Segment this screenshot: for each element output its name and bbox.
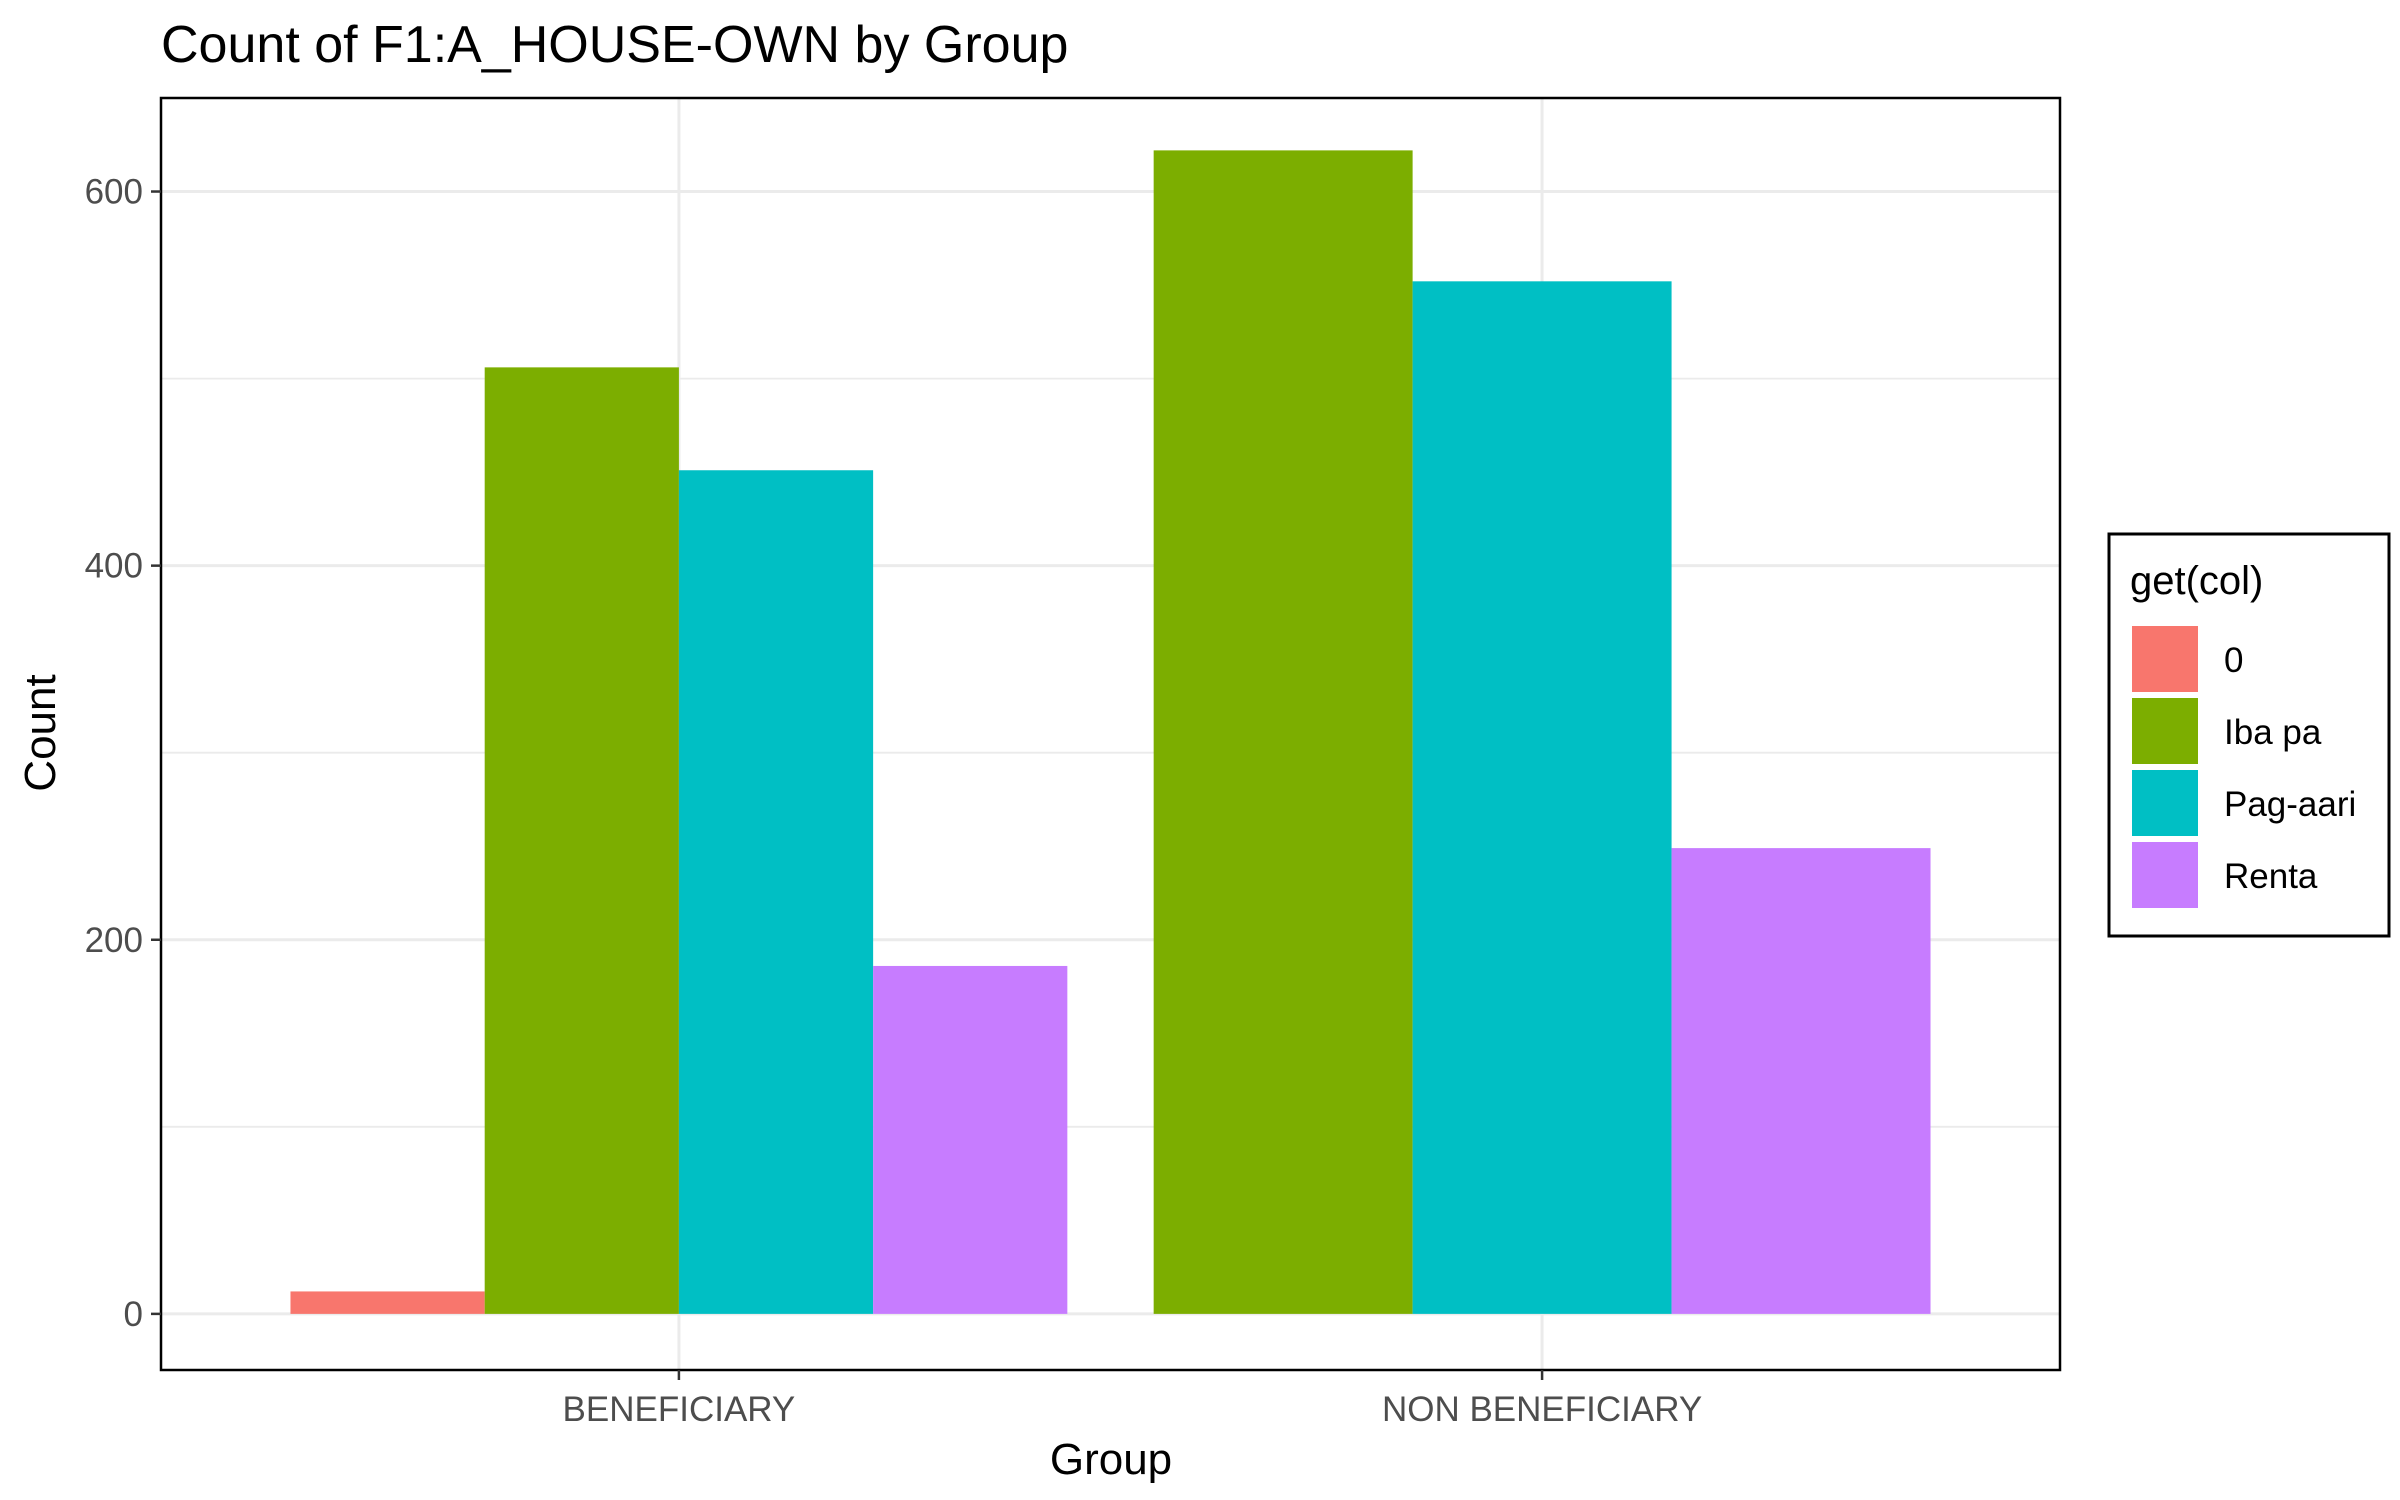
panel-border: [159, 96, 2062, 1372]
y-tick-label: 400: [85, 547, 143, 586]
legend-title: get(col): [2130, 559, 2263, 603]
y-tick-label: 200: [85, 921, 143, 960]
bar-non-beneficiary-pag-aari: [1412, 281, 1672, 1314]
legend-key-renta: [2132, 842, 2198, 908]
legend-key-pag-aari: [2132, 770, 2198, 836]
bar-beneficiary-iba-pa: [484, 367, 679, 1314]
bar-beneficiary-pag-aari: [678, 470, 874, 1314]
legend-label: 0: [2224, 641, 2243, 680]
plot-panel: [159, 96, 2062, 1372]
legend-label: Renta: [2224, 857, 2318, 896]
legend-key-iba-pa: [2132, 698, 2198, 764]
legend-label: Pag-aari: [2224, 785, 2356, 824]
bar-non-beneficiary-renta: [1671, 848, 1931, 1314]
legend-label: Iba pa: [2224, 713, 2322, 752]
x-axis-title: Group: [1050, 1435, 1172, 1484]
chart-title: Count of F1:A_HOUSE-OWN by Group: [161, 16, 1068, 74]
x-tick-label: BENEFICIARY: [563, 1390, 796, 1429]
bar-non-beneficiary-iba-pa: [1153, 150, 1413, 1314]
bar-beneficiary-0: [290, 1291, 485, 1314]
bar-beneficiary-renta: [873, 965, 1068, 1314]
legend-key-0: [2132, 626, 2198, 692]
y-tick-label: 0: [124, 1295, 143, 1334]
y-tick-label: 600: [85, 173, 143, 212]
legend: get(col) 0 Iba pa Pag-aari Renta: [2107, 532, 2391, 938]
x-tick-label: NON BENEFICIARY: [1382, 1390, 1702, 1429]
y-axis-title: Count: [16, 674, 65, 791]
